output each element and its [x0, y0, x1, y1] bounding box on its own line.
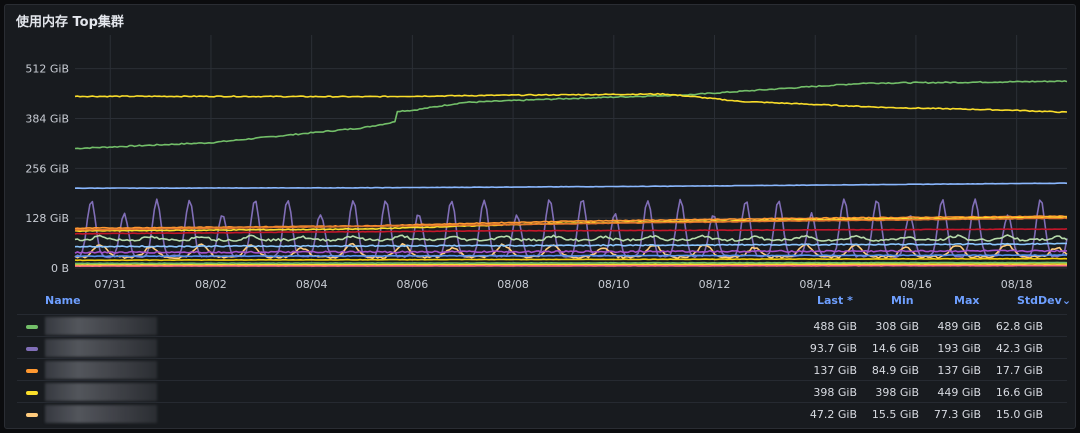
- legend-cell-max: 77.3 GiB: [933, 408, 981, 421]
- panel-title: 使用内存 Top集群: [16, 15, 124, 30]
- legend-cell-last: 398 GiB: [813, 386, 857, 399]
- legend-cell-stddev: 17.7 GiB: [995, 364, 1043, 377]
- series-line-8: [74, 242, 1068, 260]
- legend-cell-last: 488 GiB: [813, 320, 857, 333]
- legend-cell-stddev: 42.3 GiB: [995, 342, 1043, 355]
- x-tick-label: 08/10: [598, 278, 630, 291]
- legend-header-name[interactable]: Name: [45, 294, 81, 307]
- series-line-16: [74, 254, 1068, 258]
- y-tick-label: 512 GiB: [25, 63, 69, 76]
- legend-cell-stddev: 16.6 GiB: [995, 386, 1043, 399]
- series-color-swatch[interactable]: [26, 369, 38, 373]
- series-name-redacted[interactable]: [45, 317, 157, 335]
- legend-cell-max: 137 GiB: [937, 364, 981, 377]
- series-line-11: [74, 257, 1068, 262]
- x-tick-label: 08/18: [1001, 278, 1033, 291]
- legend-cell-last: 93.7 GiB: [809, 342, 857, 355]
- legend-cell-min: 14.6 GiB: [871, 342, 919, 355]
- legend-row[interactable]: 137 GiB 84.9 GiB 137 GiB 17.7 GiB: [17, 358, 1067, 381]
- series-name-redacted[interactable]: [45, 383, 157, 401]
- series-line-13: [74, 249, 1068, 254]
- series-line-9: [74, 234, 1068, 242]
- series-name-redacted[interactable]: [45, 339, 157, 357]
- legend-cell-min: 84.9 GiB: [871, 364, 919, 377]
- legend-cell-max: 193 GiB: [937, 342, 981, 355]
- chevron-down-icon: ⌄: [1061, 294, 1072, 307]
- legend-cell-min: 15.5 GiB: [871, 408, 919, 421]
- legend-cell-last: 137 GiB: [813, 364, 857, 377]
- series-line-0: [74, 80, 1068, 150]
- chart-panel: 使用内存 Top集群 0 B 128 GiB 256 GiB 384 GiB 512 G…: [4, 4, 1076, 429]
- y-tick-label: 128 GiB: [25, 212, 69, 225]
- x-tick-label: 08/04: [296, 278, 328, 291]
- legend-row[interactable]: 488 GiB 308 GiB 489 GiB 62.8 GiB: [17, 314, 1067, 337]
- x-tick-label: 08/08: [497, 278, 529, 291]
- series-color-swatch[interactable]: [26, 325, 38, 329]
- legend-header-stddev[interactable]: StdDev⌄: [1017, 294, 1071, 312]
- legend-cell-max: 449 GiB: [937, 386, 981, 399]
- legend-header-max[interactable]: Max: [954, 294, 980, 307]
- series-line-15: [74, 264, 1067, 268]
- series-line-10: [74, 242, 1068, 248]
- y-tick-label: 256 GiB: [25, 162, 69, 175]
- legend-header-stddev-label: StdDev: [1017, 294, 1062, 307]
- legend-cell-max: 489 GiB: [937, 320, 981, 333]
- legend-header-min[interactable]: Min: [891, 294, 914, 307]
- series-color-swatch[interactable]: [26, 413, 38, 417]
- x-tick-label: 08/12: [699, 278, 731, 291]
- series-color-swatch[interactable]: [26, 347, 38, 351]
- x-tick-label: 08/16: [900, 278, 932, 291]
- series-color-swatch[interactable]: [26, 391, 38, 395]
- legend-header-last[interactable]: Last *: [817, 294, 853, 307]
- series-name-redacted[interactable]: [45, 361, 157, 379]
- legend-cell-min: 398 GiB: [875, 386, 919, 399]
- series-line-12: [74, 263, 1068, 266]
- legend-cell-stddev: 62.8 GiB: [995, 320, 1043, 333]
- y-tick-label: 0 B: [51, 262, 69, 275]
- x-tick-label: 07/31: [94, 278, 126, 291]
- series-line-7: [74, 228, 1068, 235]
- legend-row[interactable]: 93.7 GiB 14.6 GiB 193 GiB 42.3 GiB: [17, 336, 1067, 359]
- series-line-1: [74, 92, 1068, 114]
- memory-usage-chart[interactable]: 0 B 128 GiB 256 GiB 384 GiB 512 GiB 07/31 08/0…: [5, 5, 1076, 295]
- series-line-2: [74, 182, 1068, 190]
- series-name-redacted[interactable]: [45, 405, 157, 423]
- x-tick-label: 08/02: [195, 278, 227, 291]
- x-tick-label: 08/06: [397, 278, 429, 291]
- legend-cell-stddev: 15.0 GiB: [995, 408, 1043, 421]
- series-line-14: [75, 261, 1068, 265]
- legend-row[interactable]: 398 GiB 398 GiB 449 GiB 16.6 GiB: [17, 380, 1067, 403]
- legend-cell-min: 308 GiB: [875, 320, 919, 333]
- legend-row[interactable]: 47.2 GiB 15.5 GiB 77.3 GiB 15.0 GiB: [17, 402, 1067, 425]
- legend-cell-last: 47.2 GiB: [809, 408, 857, 421]
- series-line-6: [74, 217, 1068, 231]
- y-tick-label: 384 GiB: [25, 113, 69, 126]
- x-tick-label: 08/14: [799, 278, 831, 291]
